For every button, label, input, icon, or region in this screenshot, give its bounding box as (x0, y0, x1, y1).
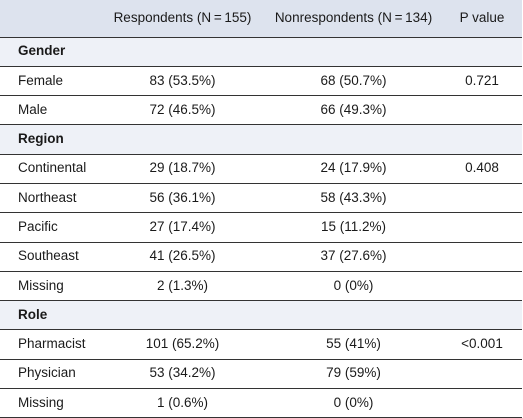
row-label-cell: Pharmacist (0, 329, 100, 360)
section-empty-cell (442, 36, 522, 67)
header-respondents: Respondents (N = 155) (100, 0, 265, 38)
table-row: Male 72 (46.5%) 66 (49.3%) (0, 95, 522, 126)
section-empty-cell (100, 36, 265, 67)
section-empty-cell (100, 124, 265, 155)
row-label-cell: Physician (0, 358, 100, 390)
table-row: Missing 2 (1.3%) 0 (0%) (0, 270, 522, 302)
section-label: Gender (0, 36, 100, 67)
nonrespondents-cell: 0 (0%) (265, 388, 442, 418)
row-label-cell: Male (0, 95, 100, 126)
p-value-cell: <0.001 (442, 329, 522, 360)
table-row: Pacific 27 (17.4%) 15 (11.2%) (0, 212, 522, 243)
row-label-cell: Pacific (0, 212, 100, 243)
table-row: Missing 1 (0.6%) 0 (0%) (0, 388, 522, 418)
table-body: Gender Female 83 (53.5%) 68 (50.7%) 0.721 Mal… (0, 36, 522, 418)
header-p-value: P value (442, 0, 522, 38)
nonrespondents-cell: 58 (43.3%) (265, 182, 442, 214)
p-value-cell (442, 95, 522, 126)
section-label: Role (0, 300, 100, 331)
section-empty-cell (265, 300, 442, 331)
table-row: Female 83 (53.5%) 68 (50.7%) 0.721 (0, 65, 522, 97)
header-label-column (0, 0, 100, 38)
section-row: Role (0, 300, 522, 331)
section-empty-cell (265, 36, 442, 67)
respondents-cell: 53 (34.2%) (100, 358, 265, 390)
p-value-cell (442, 212, 522, 243)
p-value-cell: 0.721 (442, 65, 522, 97)
respondents-cell: 29 (18.7%) (100, 153, 265, 184)
p-value-cell: 0.408 (442, 153, 522, 184)
nonrespondents-cell: 68 (50.7%) (265, 65, 442, 97)
table-row: Physician 53 (34.2%) 79 (59%) (0, 358, 522, 390)
section-empty-cell (265, 124, 442, 155)
respondents-cell: 27 (17.4%) (100, 212, 265, 243)
p-value-cell (442, 270, 522, 302)
respondents-cell: 1 (0.6%) (100, 388, 265, 418)
table-header: Respondents (N = 155) Nonrespondents (N … (0, 0, 522, 38)
respondents-cell: 41 (26.5%) (100, 241, 265, 272)
p-value-cell (442, 358, 522, 390)
row-label-cell: Missing (0, 270, 100, 302)
respondents-cell: 83 (53.5%) (100, 65, 265, 97)
nonrespondents-cell: 37 (27.6%) (265, 241, 442, 272)
row-label-cell: Northeast (0, 182, 100, 214)
section-empty-cell (100, 300, 265, 331)
table-row: Southeast 41 (26.5%) 37 (27.6%) (0, 241, 522, 272)
respondents-cell: 2 (1.3%) (100, 270, 265, 302)
row-label-cell: Missing (0, 388, 100, 418)
nonrespondents-cell: 66 (49.3%) (265, 95, 442, 126)
section-row: Region (0, 124, 522, 155)
p-value-cell (442, 241, 522, 272)
section-empty-cell (442, 300, 522, 331)
header-row: Respondents (N = 155) Nonrespondents (N … (0, 0, 522, 38)
section-row: Gender (0, 36, 522, 67)
nonrespondents-cell: 79 (59%) (265, 358, 442, 390)
nonrespondents-cell: 55 (41%) (265, 329, 442, 360)
table-row: Northeast 56 (36.1%) 58 (43.3%) (0, 182, 522, 214)
row-label-cell: Southeast (0, 241, 100, 272)
nonrespondents-cell: 0 (0%) (265, 270, 442, 302)
section-label: Region (0, 124, 100, 155)
table-row: Continental 29 (18.7%) 24 (17.9%) 0.408 (0, 153, 522, 184)
row-label-cell: Continental (0, 153, 100, 184)
p-value-cell (442, 182, 522, 214)
respondents-cell: 72 (46.5%) (100, 95, 265, 126)
nonrespondents-cell: 24 (17.9%) (265, 153, 442, 184)
respondents-cell: 56 (36.1%) (100, 182, 265, 214)
section-empty-cell (442, 124, 522, 155)
row-label-cell: Female (0, 65, 100, 97)
header-nonrespondents: Nonrespondents (N = 134) (265, 0, 442, 38)
nonrespondents-cell: 15 (11.2%) (265, 212, 442, 243)
respondents-cell: 101 (65.2%) (100, 329, 265, 360)
table-row: Pharmacist 101 (65.2%) 55 (41%) <0.001 (0, 329, 522, 360)
p-value-cell (442, 388, 522, 418)
